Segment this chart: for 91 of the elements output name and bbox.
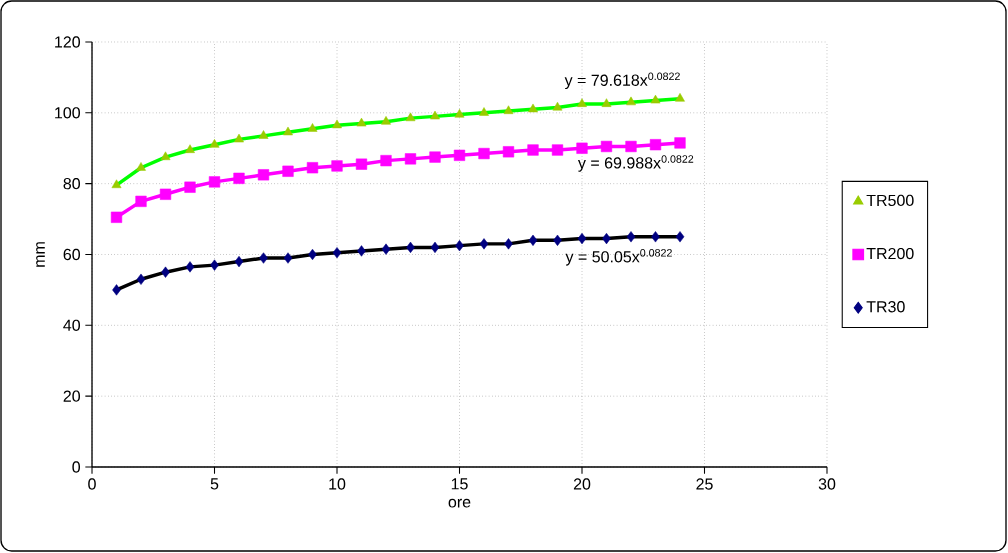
- point: [357, 245, 366, 257]
- x-tick-label: 5: [210, 478, 219, 490]
- point: [453, 149, 466, 161]
- point: [135, 195, 147, 207]
- point: [332, 247, 342, 259]
- point: [184, 181, 196, 193]
- point: [503, 105, 514, 114]
- point: [625, 140, 637, 153]
- point: [331, 160, 343, 172]
- point: [282, 165, 294, 177]
- y-tick-label: 60: [63, 248, 81, 261]
- point: [674, 137, 686, 149]
- point: [258, 130, 269, 139]
- x-tick-label: 10: [329, 478, 346, 490]
- x-tick-label: 20: [573, 478, 591, 490]
- point: [600, 140, 613, 153]
- annotation: y = 50.05x$^{0.0822}$: [565, 249, 672, 266]
- y-tick-label: 120: [55, 36, 81, 48]
- point: [159, 188, 172, 200]
- y-tick-label: 40: [63, 319, 81, 331]
- point: [234, 255, 244, 268]
- point: [553, 234, 562, 246]
- point: [110, 211, 123, 223]
- point: [577, 98, 587, 107]
- point: [185, 261, 195, 273]
- annotation: y = 79.618x$^{0.0822}$: [564, 72, 680, 90]
- point: [430, 241, 440, 254]
- legend-label: TR30: [866, 301, 905, 313]
- point: [649, 139, 662, 151]
- legend-label: TR500: [866, 194, 914, 207]
- point: [552, 101, 563, 111]
- point: [479, 107, 489, 116]
- x-tick-label: 30: [818, 478, 836, 490]
- point: [332, 119, 342, 129]
- point: [111, 179, 122, 189]
- point: [479, 238, 489, 250]
- point: [478, 147, 490, 160]
- point: [601, 98, 612, 107]
- x-tick-label: 25: [696, 478, 713, 490]
- y-tick-label: 0: [72, 461, 81, 473]
- point: [355, 158, 368, 170]
- point: [136, 273, 146, 285]
- point: [626, 96, 636, 106]
- y-tick-label: 80: [63, 178, 81, 190]
- point: [307, 123, 318, 132]
- point: [528, 234, 538, 246]
- point: [577, 232, 587, 245]
- point: [160, 151, 171, 161]
- legend-label: TR200: [866, 247, 914, 260]
- point: [527, 144, 539, 156]
- point: [576, 142, 588, 154]
- point: [551, 144, 564, 156]
- point: [306, 162, 319, 174]
- point: [650, 94, 661, 104]
- point: [161, 266, 170, 278]
- point: [283, 252, 293, 264]
- point: [209, 139, 220, 148]
- point: [429, 151, 441, 163]
- point: [283, 126, 293, 136]
- point: [136, 162, 146, 171]
- point: [455, 240, 464, 252]
- y-tick-label: 100: [55, 107, 81, 119]
- point: [528, 103, 538, 113]
- point: [380, 155, 392, 167]
- y-tick-label: 20: [63, 390, 81, 402]
- point: [404, 153, 417, 165]
- point: [259, 252, 268, 264]
- point: [381, 243, 391, 255]
- point: [675, 93, 685, 102]
- point: [356, 117, 367, 127]
- point: [233, 172, 245, 184]
- point: [454, 108, 465, 118]
- annotation: y = 69.988x$^{0.0822}$: [577, 155, 694, 172]
- point: [234, 133, 244, 143]
- point: [675, 231, 685, 243]
- y-axis-title: mm: [36, 242, 45, 267]
- point: [502, 146, 515, 158]
- point: [626, 231, 636, 243]
- point: [504, 238, 513, 250]
- x-axis-title: ore: [448, 498, 471, 508]
- point: [651, 231, 660, 243]
- x-tick-label: 0: [88, 478, 96, 490]
- point: [210, 259, 219, 271]
- point: [257, 169, 270, 181]
- point: [381, 116, 391, 125]
- point: [185, 144, 195, 153]
- point: [208, 176, 221, 188]
- point: [405, 112, 416, 122]
- point: [112, 284, 121, 296]
- x-tick-label: 15: [451, 478, 468, 490]
- point: [430, 110, 440, 120]
